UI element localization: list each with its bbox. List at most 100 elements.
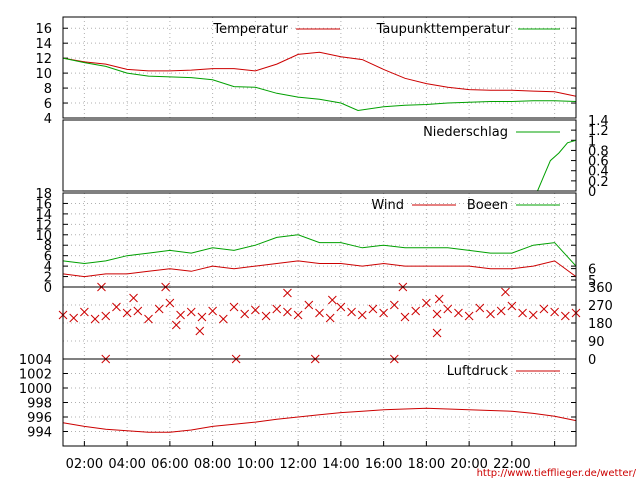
wind-direction-point <box>368 304 378 314</box>
wind-direction-point <box>432 328 442 338</box>
pressure-frame <box>62 358 577 447</box>
temperature-ytick-label: 14 <box>35 37 52 52</box>
wind-ytick-label: 4 <box>44 260 52 275</box>
x-axis-tick-label: 20:00 <box>450 457 487 472</box>
x-axis-tick-label: 06:00 <box>151 457 188 472</box>
precipitation-ytick-label: 1.4 <box>588 114 609 129</box>
precipitation-legend-label-1: Niederschlag <box>423 125 508 140</box>
wind-direction-point <box>195 326 205 336</box>
wind-direction-point <box>325 313 335 323</box>
wind-ytick-label: 10 <box>35 229 52 244</box>
wind-direction-point <box>464 311 474 321</box>
wind-direction-point <box>411 306 421 316</box>
precipitation-ytick-label: 0.8 <box>588 144 609 159</box>
wind-y2tick-label: 6 <box>588 263 596 278</box>
wind-direction-point <box>315 308 324 318</box>
wind-direction-point <box>550 307 559 317</box>
wind-direction-point <box>400 312 410 322</box>
wind-direction-point <box>507 301 517 311</box>
wind-direction-y2tick-label: 180 <box>588 317 613 332</box>
wind-direction-point <box>379 308 388 318</box>
pressure-series-1 <box>62 407 577 433</box>
wind-direction-point <box>283 307 292 317</box>
wind-direction-point <box>144 314 153 324</box>
wind-direction-point <box>304 300 314 310</box>
wind-direction-point <box>90 314 100 324</box>
precipitation-frame <box>62 119 577 192</box>
pressure-ytick-label: 1000 <box>19 382 52 397</box>
wind-ytick-label: 8 <box>44 239 52 254</box>
wind-direction-y2tick-label: 0 <box>588 353 596 368</box>
wind-direction-point <box>133 306 143 316</box>
wind-direction-point <box>454 308 463 318</box>
wind-direction-point <box>154 304 164 314</box>
wind-ytick-label: 6 <box>44 250 52 265</box>
precipitation-ytick-label: 0.4 <box>588 165 609 180</box>
temperature-frame <box>62 16 577 119</box>
wind-series-1 <box>62 260 577 278</box>
wind-direction-point <box>208 306 217 316</box>
wind-direction-point <box>261 311 271 321</box>
wind-direction-point <box>272 304 282 314</box>
wind-direction-point <box>357 310 367 320</box>
precipitation-panel: 00.20.40.60.811.21.4 Niederschlag <box>62 114 609 200</box>
temperature-ytick-label: 16 <box>35 22 52 37</box>
pressure-ytick-label: 998 <box>27 397 52 412</box>
x-axis-tick-label: 10:00 <box>237 457 274 472</box>
x-axis-tick-label: 18:00 <box>408 457 445 472</box>
x-axis-tick-label: 04:00 <box>108 457 145 472</box>
wind-direction-point <box>176 310 185 320</box>
temperature-ytick-label: 8 <box>44 82 52 97</box>
wind-ytick-label: 12 <box>35 218 52 233</box>
wind-direction-point <box>251 305 260 315</box>
wind-ytick-label: 16 <box>35 197 52 212</box>
x-axis-tick-label: 12:00 <box>279 457 316 472</box>
wind-direction-point <box>165 298 175 308</box>
x-axis-tick-label: 02:00 <box>66 457 103 472</box>
wind-legend-label-1: Wind <box>371 198 404 213</box>
source-url: http://www.tiefflieger.de/wetter/ <box>477 468 637 479</box>
wind-direction-y2tick-label: 360 <box>588 281 613 296</box>
wind-ytick-label: 14 <box>35 208 52 223</box>
x-axis-tick-label: 08:00 <box>194 457 231 472</box>
wind-series-2 <box>62 234 577 267</box>
wind-direction-point <box>69 313 79 323</box>
wind-direction-point <box>171 320 181 330</box>
wind-ytick-label: 18 <box>35 187 52 202</box>
wind-direction-point <box>229 302 239 312</box>
temperature-series-1 <box>62 51 577 97</box>
wind-direction-point <box>443 304 453 314</box>
wind-ytick-label: 2 <box>44 271 52 286</box>
wind-direction-point <box>283 288 292 298</box>
wind-direction-point <box>501 287 510 297</box>
pressure-ytick-label: 996 <box>27 411 52 426</box>
wind-direction-point <box>112 302 121 312</box>
wind-y2tick-label: 5 <box>588 274 596 289</box>
wind-direction-point <box>389 300 399 310</box>
temperature-ytick-label: 4 <box>44 112 52 127</box>
pressure-legend-label-1: Luftdruck <box>447 364 509 379</box>
wind-direction-point <box>432 309 442 319</box>
temperature-legend-label-2: Taupunkttemperatur <box>376 22 511 37</box>
wind-direction-point <box>336 302 346 312</box>
x-axis-tick-label: 14:00 <box>322 457 359 472</box>
temperature-legend-label-1: Temperatur <box>212 22 288 37</box>
wind-direction-point <box>422 298 431 308</box>
wind-direction-point <box>539 304 549 314</box>
precipitation-ytick-label: 0.2 <box>588 175 609 190</box>
wind-direction-point <box>486 309 495 319</box>
wind-direction-point <box>528 310 538 320</box>
temperature-ytick-label: 12 <box>35 52 52 67</box>
wind-direction-y2tick-label: 90 <box>588 335 605 350</box>
pressure-ytick-label: 1004 <box>19 353 52 368</box>
wind-ytick-label: 0 <box>44 281 52 296</box>
temperature-ytick-label: 6 <box>44 97 52 112</box>
precipitation-ytick-label: 0.6 <box>588 155 609 170</box>
wind-legend-label-2: Boeen <box>467 198 508 213</box>
pressure-ytick-label: 994 <box>27 426 52 441</box>
precipitation-ytick-label: 1.2 <box>588 124 609 139</box>
precipitation-ytick-label: 0 <box>588 185 596 200</box>
